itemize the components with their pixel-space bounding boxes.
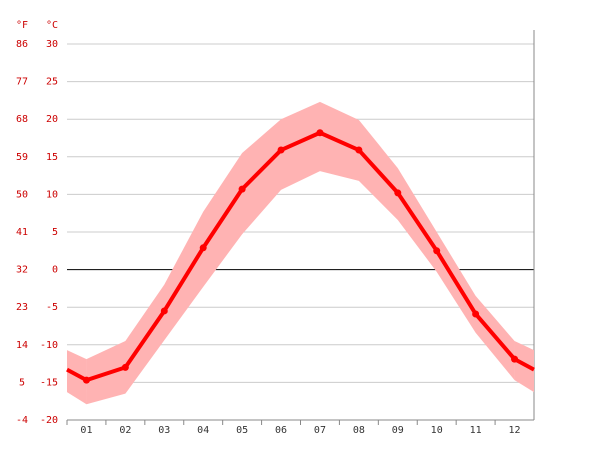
point — [121, 363, 129, 371]
y2-tick-label: 59 — [16, 152, 28, 163]
x-tick-label: 11 — [470, 425, 482, 436]
point — [316, 129, 324, 137]
y2-axis-label: °F — [16, 20, 28, 31]
y2-tick-label: 86 — [16, 39, 28, 50]
point — [394, 189, 402, 197]
y-tick-label: -10 — [40, 340, 58, 351]
point — [82, 376, 90, 384]
y-tick-label: 30 — [46, 39, 58, 50]
x-tick-label: 10 — [431, 425, 443, 436]
y-tick-label: 25 — [46, 77, 58, 88]
point — [433, 247, 441, 255]
x-tick-label: 04 — [197, 425, 209, 436]
x-tick-label: 02 — [119, 425, 131, 436]
y2-tick-label: 14 — [16, 340, 28, 351]
line-edge — [513, 357, 535, 372]
band — [86, 101, 515, 405]
y2-tick-label: -4 — [16, 415, 28, 426]
line-edge — [66, 367, 88, 382]
point — [199, 244, 207, 252]
y2-tick-label: 32 — [16, 265, 28, 276]
x-tick-label: 12 — [509, 425, 521, 436]
y-tick-label: 10 — [46, 189, 58, 200]
y2-tick-label: 23 — [16, 302, 28, 313]
x-tick-label: 03 — [158, 425, 170, 436]
y2-tick-label: 41 — [16, 227, 28, 238]
y2-tick-label: 5 — [19, 377, 25, 388]
x-tick-label: 05 — [236, 425, 248, 436]
y-tick-label: -15 — [40, 377, 58, 388]
point — [511, 355, 519, 363]
x-tick-label: 01 — [80, 425, 92, 436]
x-tick-label: 07 — [314, 425, 326, 436]
y-tick-label: 15 — [46, 152, 58, 163]
y-tick-label: 20 — [46, 114, 58, 125]
point — [160, 307, 168, 315]
x-tick-label: 08 — [353, 425, 365, 436]
point — [277, 146, 285, 154]
x-tick-label: 09 — [392, 425, 404, 436]
y-tick-label: -20 — [40, 415, 58, 426]
point — [472, 310, 480, 318]
line — [85, 130, 517, 383]
point — [238, 185, 246, 193]
y-tick-label: -5 — [46, 302, 58, 313]
x-tick-label: 06 — [275, 425, 287, 436]
y-axis-label: °C — [46, 20, 58, 31]
y-tick-label: 0 — [52, 265, 58, 276]
point — [355, 146, 363, 154]
y-tick-label: 5 — [52, 227, 58, 238]
y2-tick-label: 77 — [16, 77, 28, 88]
y2-tick-label: 50 — [16, 189, 28, 200]
y2-tick-label: 68 — [16, 114, 28, 125]
